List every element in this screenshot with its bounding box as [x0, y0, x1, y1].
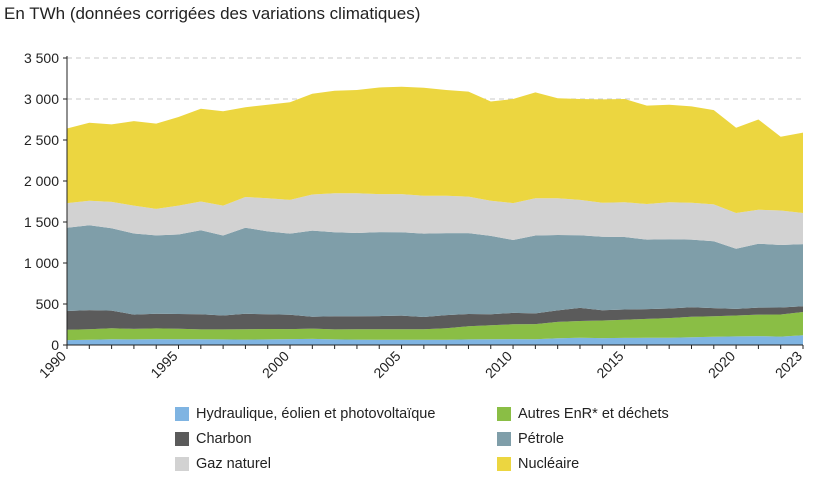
y-tick-label: 500 — [36, 296, 60, 312]
chart-title: En TWh (données corrigées des variations… — [4, 4, 421, 23]
y-tick-label: 2 500 — [24, 132, 59, 148]
legend-swatch — [497, 457, 511, 471]
legend-label: Gaz naturel — [196, 456, 271, 472]
legend-swatch — [175, 432, 189, 446]
legend-item-petrole: Pétrole — [497, 428, 737, 450]
legend-item-hydraulique: Hydraulique, éolien et photovoltaïque — [175, 403, 497, 425]
x-tick-label: 2000 — [259, 348, 292, 381]
stacked-area-chart: 0 500 1 000 1 500 2 000 2 500 3 000 3 500 1990 19… — [24, 50, 805, 381]
legend-swatch — [175, 457, 189, 471]
area-series-5 — [67, 86, 803, 213]
x-tick-label: 2020 — [705, 348, 738, 381]
area-series-4 — [67, 193, 803, 249]
x-tick-label: 1995 — [147, 348, 180, 381]
x-tick-label: 2005 — [370, 348, 403, 381]
x-tick-label: 2023 — [772, 348, 805, 381]
legend-item-gaz-naturel: Gaz naturel — [175, 453, 497, 475]
legend-label: Autres EnR* et déchets — [518, 406, 669, 422]
y-tick-label: 3 500 — [24, 50, 59, 66]
legend-swatch — [497, 432, 511, 446]
x-tick-label: 2015 — [593, 348, 626, 381]
y-tick-label: 1 000 — [24, 255, 59, 271]
y-tick-label: 2 000 — [24, 173, 59, 189]
legend-item-autres-enr: Autres EnR* et déchets — [497, 403, 737, 425]
legend-swatch — [175, 407, 189, 421]
legend-swatch — [497, 407, 511, 421]
legend-label: Pétrole — [518, 431, 564, 447]
area-series-1 — [67, 312, 803, 341]
x-tick-label: 2010 — [482, 348, 515, 381]
legend-label: Nucléaire — [518, 456, 580, 472]
legend-item-charbon: Charbon — [175, 428, 497, 450]
legend-item-nucleaire: Nucléaire — [497, 453, 737, 475]
area-layer — [67, 86, 803, 345]
area-series-3 — [67, 225, 803, 317]
y-tick-label: 3 000 — [24, 91, 59, 107]
area-series-2 — [67, 306, 803, 330]
legend: Hydraulique, éolien et photovoltaïque Au… — [175, 403, 737, 475]
legend-label: Hydraulique, éolien et photovoltaïque — [196, 406, 436, 422]
y-tick-label: 1 500 — [24, 214, 59, 230]
y-tick-label: 0 — [51, 337, 59, 353]
area-series-0 — [67, 335, 803, 345]
x-tick-label: 1990 — [36, 348, 69, 381]
legend-label: Charbon — [196, 431, 252, 447]
